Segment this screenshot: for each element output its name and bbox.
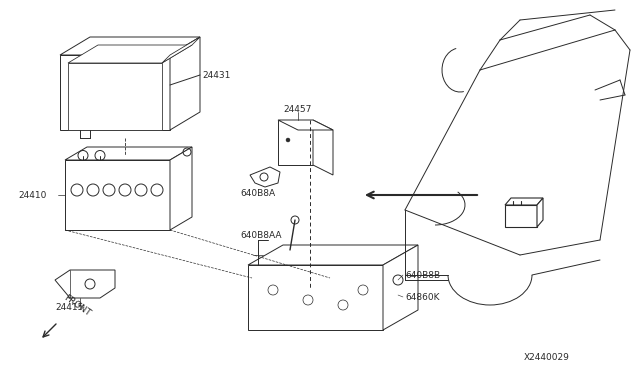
Polygon shape [170, 37, 200, 130]
Text: FRONT: FRONT [62, 293, 92, 318]
Polygon shape [65, 160, 170, 230]
Polygon shape [278, 120, 333, 130]
Text: X2440029: X2440029 [524, 353, 570, 362]
Polygon shape [537, 198, 543, 227]
Polygon shape [248, 265, 383, 330]
Polygon shape [313, 120, 333, 175]
Text: 64860K: 64860K [405, 292, 440, 301]
Text: 24410: 24410 [18, 190, 46, 199]
Polygon shape [162, 37, 200, 63]
Polygon shape [505, 198, 543, 205]
Polygon shape [68, 45, 192, 63]
Polygon shape [383, 245, 418, 330]
Polygon shape [505, 205, 537, 227]
Text: 640B8A: 640B8A [240, 189, 275, 198]
Polygon shape [248, 245, 418, 265]
Text: 24431: 24431 [202, 71, 230, 80]
Text: 640B8B: 640B8B [405, 270, 440, 279]
Text: 640B8AA: 640B8AA [240, 231, 282, 240]
Polygon shape [60, 37, 200, 55]
Polygon shape [170, 147, 192, 230]
Text: 24415: 24415 [55, 304, 83, 312]
Polygon shape [68, 63, 162, 130]
Polygon shape [250, 167, 280, 187]
Polygon shape [55, 270, 115, 298]
Text: 24457: 24457 [283, 106, 312, 115]
Circle shape [286, 138, 290, 142]
Polygon shape [60, 55, 170, 130]
Polygon shape [278, 120, 313, 165]
Polygon shape [65, 147, 192, 160]
